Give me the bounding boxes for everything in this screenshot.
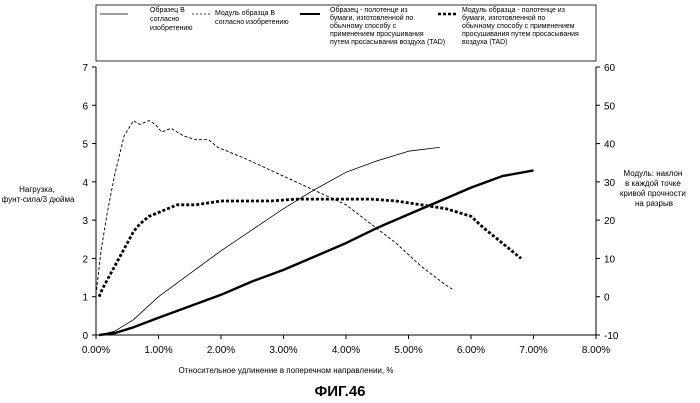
x-tick-label: 7.00% xyxy=(519,345,547,356)
legend-3-line-5: путем просасывания воздуха (TAD) xyxy=(330,39,445,46)
series-line-1 xyxy=(99,147,440,335)
legend-3-line-4: применением просушивания xyxy=(330,31,424,38)
legend-3-line-2: бумаги, изготовленной по xyxy=(330,14,413,22)
y-left-label: Нагрузка, фунт-сила/3 дюйма xyxy=(2,185,75,204)
y-left-tick-label: 2 xyxy=(82,254,88,265)
legend-2-line-1: Модуль образца В xyxy=(215,9,275,17)
legend: Образец В согласно изобретению Модуль об… xyxy=(96,5,596,61)
legend-4-line-1: Модуль образца - полотенце из xyxy=(462,6,565,14)
series-line-3 xyxy=(99,170,533,335)
legend-label-1: Образец В согласно изобретению xyxy=(150,6,193,32)
legend-4-line-3: обычному способу с применением xyxy=(462,22,575,30)
y-right-tick-label: 30 xyxy=(604,178,616,189)
y-left-tick-label: 0 xyxy=(82,331,88,342)
x-tick-label: 4.00% xyxy=(332,345,360,356)
legend-1-line-1: Образец В xyxy=(150,6,185,14)
x-axis-label: Относительное удлинение в поперечном нап… xyxy=(179,366,394,375)
y-left-tick-label: 1 xyxy=(82,293,88,304)
legend-label-4: Модуль образца - полотенце из бумаги, из… xyxy=(462,6,581,46)
legend-4-line-4: просушивания путем просасывания xyxy=(462,31,579,38)
figure-caption: ФИГ.46 xyxy=(314,383,365,400)
y-right-label-line-1: Модуль: наклон xyxy=(623,169,682,178)
x-tick-label: 8.00% xyxy=(582,345,610,356)
y-right-label-line-4: на разрыв xyxy=(635,199,673,208)
x-tick-label: 1.00% xyxy=(144,345,172,356)
series-line-2 xyxy=(96,121,452,295)
legend-1-line-3: изобретению xyxy=(150,24,193,32)
y-right-label-line-2: в каждой точке xyxy=(625,179,681,188)
legend-2-line-2: согласно изобретению xyxy=(215,18,289,26)
y-right-label-line-3: кривой прочности xyxy=(620,189,686,198)
y-right-tick-label: 20 xyxy=(604,216,616,227)
series-layer xyxy=(96,121,534,335)
legend-label-3: Образец - полотенце из бумаги, изготовле… xyxy=(330,6,445,46)
y-left-tick-label: 7 xyxy=(82,63,88,74)
y-left-tick-label: 3 xyxy=(82,216,88,227)
y-right-tick-label: 60 xyxy=(604,63,616,74)
x-tick-label: 3.00% xyxy=(269,345,297,356)
x-tick-label: 6.00% xyxy=(457,345,485,356)
y-right-label: Модуль: наклон в каждой точке кривой про… xyxy=(620,169,688,208)
y-right-tick-label: 40 xyxy=(604,140,616,151)
legend-label-2: Модуль образца В согласно изобретению xyxy=(215,9,289,26)
x-tick-label: 0.00% xyxy=(82,345,110,356)
y-right-tick-label: 50 xyxy=(604,101,616,112)
legend-3-line-1: Образец - полотенце из xyxy=(330,6,408,14)
legend-3-line-3: обычному способу с xyxy=(330,22,397,30)
x-tick-label: 2.00% xyxy=(207,345,235,356)
y-left-label-line-2: фунт-сила/3 дюйма xyxy=(2,195,75,204)
y-right-tick-label: 0 xyxy=(604,293,610,304)
legend-4-line-2: бумаги, изготовленной по xyxy=(462,14,545,22)
series-line-4 xyxy=(99,199,521,297)
y-right-tick-label: 10 xyxy=(604,254,616,265)
legend-4-line-5: воздуха (TAD) xyxy=(462,39,508,46)
y-right-tick-label: -10 xyxy=(604,331,619,342)
y-left-tick-label: 5 xyxy=(82,140,88,151)
x-tick-label: 5.00% xyxy=(394,345,422,356)
y-left-tick-label: 4 xyxy=(82,178,88,189)
y-left-tick-label: 6 xyxy=(82,101,88,112)
y-left-label-line-1: Нагрузка, xyxy=(19,185,55,194)
legend-1-line-2: согласно xyxy=(150,16,179,23)
